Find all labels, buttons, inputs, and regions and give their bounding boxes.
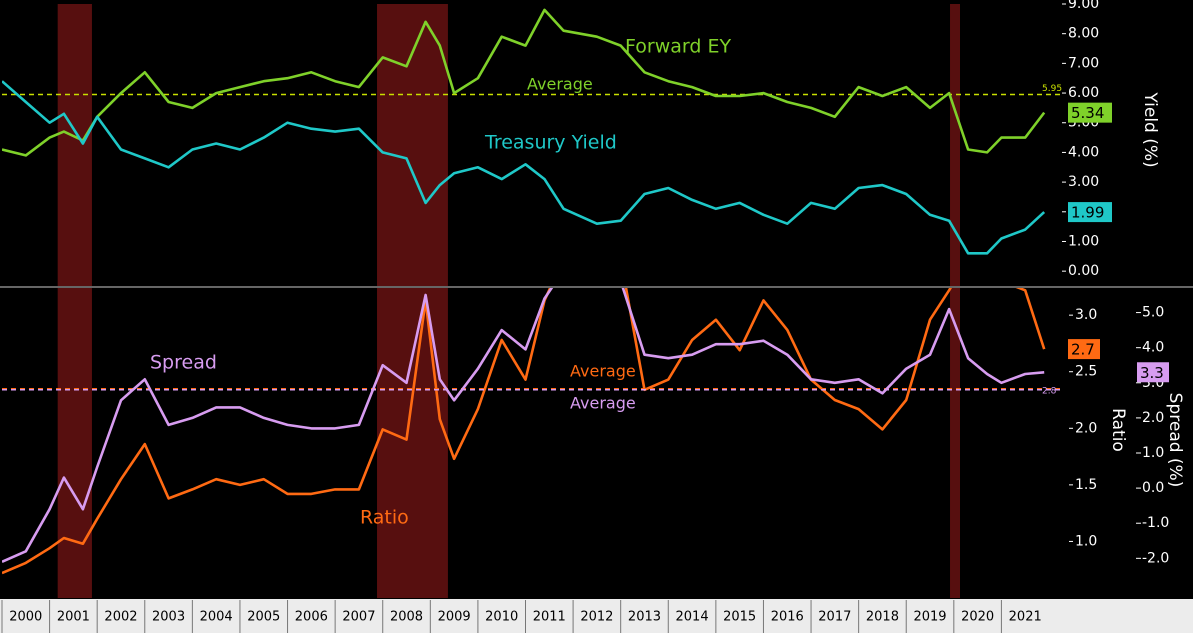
shaded-period xyxy=(950,288,961,598)
average-value-label: 5.95 xyxy=(1042,84,1062,94)
y-tick-label: 6.00 xyxy=(1068,85,1099,101)
y-tick-label: 3.00 xyxy=(1068,174,1099,190)
annotation: Average xyxy=(570,362,636,381)
x-tick-label: 2014 xyxy=(676,610,709,625)
y2-tick-label: 1.0 xyxy=(1142,445,1164,461)
x-tick-label: 2006 xyxy=(295,610,328,625)
x-tick-label: 2003 xyxy=(152,610,185,625)
y-tick-label: 8.00 xyxy=(1068,26,1099,42)
x-tick-label: 2019 xyxy=(913,610,946,625)
y2-tick-label: -1.0 xyxy=(1142,515,1169,531)
y2-axis-title: Spread (%) xyxy=(1165,393,1185,488)
x-tick-label: 2016 xyxy=(771,610,804,625)
y-tick-label: 9.00 xyxy=(1068,0,1099,12)
series-line xyxy=(2,288,1046,575)
shaded-period xyxy=(377,4,448,286)
shaded-period xyxy=(57,288,92,598)
annotation: Average xyxy=(570,394,636,413)
shaded-period xyxy=(57,4,92,286)
x-tick-label: 2000 xyxy=(9,610,42,625)
annotation: Average xyxy=(527,75,593,94)
series-line xyxy=(2,80,1046,255)
last-value-box xyxy=(1137,362,1169,383)
last-value-label: 2.7 xyxy=(1071,341,1095,359)
last-value-label: 1.99 xyxy=(1071,204,1104,222)
y2-tick-label: 5.0 xyxy=(1142,305,1164,321)
x-tick-label: 2007 xyxy=(342,610,375,625)
x-tick-label: 2018 xyxy=(866,610,899,625)
x-tick-label: 2017 xyxy=(818,610,851,625)
y-tick-label: 7.00 xyxy=(1068,55,1099,71)
shaded-period xyxy=(950,4,961,286)
x-tick-label: 2004 xyxy=(200,610,233,625)
last-value-box xyxy=(1068,339,1100,360)
x-tick-label: 2012 xyxy=(580,610,613,625)
shaded-period xyxy=(377,288,448,598)
x-tick-label: 2005 xyxy=(247,610,280,625)
last-value-box xyxy=(1068,102,1112,123)
x-tick-label: 2001 xyxy=(57,610,90,625)
x-tick-label: 2011 xyxy=(533,610,566,625)
annotation: Spread xyxy=(150,352,217,374)
y-tick-label: 0.00 xyxy=(1068,263,1099,279)
x-tick-label: 2013 xyxy=(628,610,661,625)
x-axis-band xyxy=(0,599,1193,633)
y-tick-label: 2.5 xyxy=(1075,364,1097,380)
plot-area xyxy=(2,288,1062,598)
y2-tick-label: 4.0 xyxy=(1142,340,1164,356)
x-tick-label: 2008 xyxy=(390,610,423,625)
y-tick-label: 3.0 xyxy=(1075,307,1097,323)
annotation: Ratio xyxy=(360,507,409,529)
y-tick-label: 1.5 xyxy=(1075,477,1097,493)
x-tick-label: 2015 xyxy=(723,610,756,625)
y2-tick-label: 0.0 xyxy=(1142,480,1164,496)
y2-tick-label: 2.0 xyxy=(1142,410,1164,426)
series-line xyxy=(2,288,1045,563)
x-tick-label: 2020 xyxy=(961,610,994,625)
x-tick-label: 2002 xyxy=(104,610,137,625)
last-value-label: 3.3 xyxy=(1140,364,1164,382)
x-tick-label: 2021 xyxy=(1009,610,1042,625)
annotation: Forward EY xyxy=(625,36,731,58)
last-value-box xyxy=(1068,202,1112,223)
y-tick-label: 2.0 xyxy=(1075,420,1097,436)
annotation: Treasury Yield xyxy=(484,132,617,154)
average-value-label: 2.8 xyxy=(1042,386,1057,396)
y-tick-label: 1.00 xyxy=(1068,233,1099,249)
y-axis-title: Ratio xyxy=(1108,408,1128,452)
y-tick-label: 1.0 xyxy=(1075,533,1097,549)
y-axis-title: Yield (%) xyxy=(1140,91,1160,167)
y2-tick-label: -2.0 xyxy=(1142,550,1169,566)
last-value-label: 5.34 xyxy=(1071,104,1104,122)
x-tick-label: 2009 xyxy=(438,610,471,625)
series-line xyxy=(2,8,1046,157)
y-tick-label: 4.00 xyxy=(1068,144,1099,160)
plot-area xyxy=(2,4,1062,286)
x-tick-label: 2010 xyxy=(485,610,518,625)
